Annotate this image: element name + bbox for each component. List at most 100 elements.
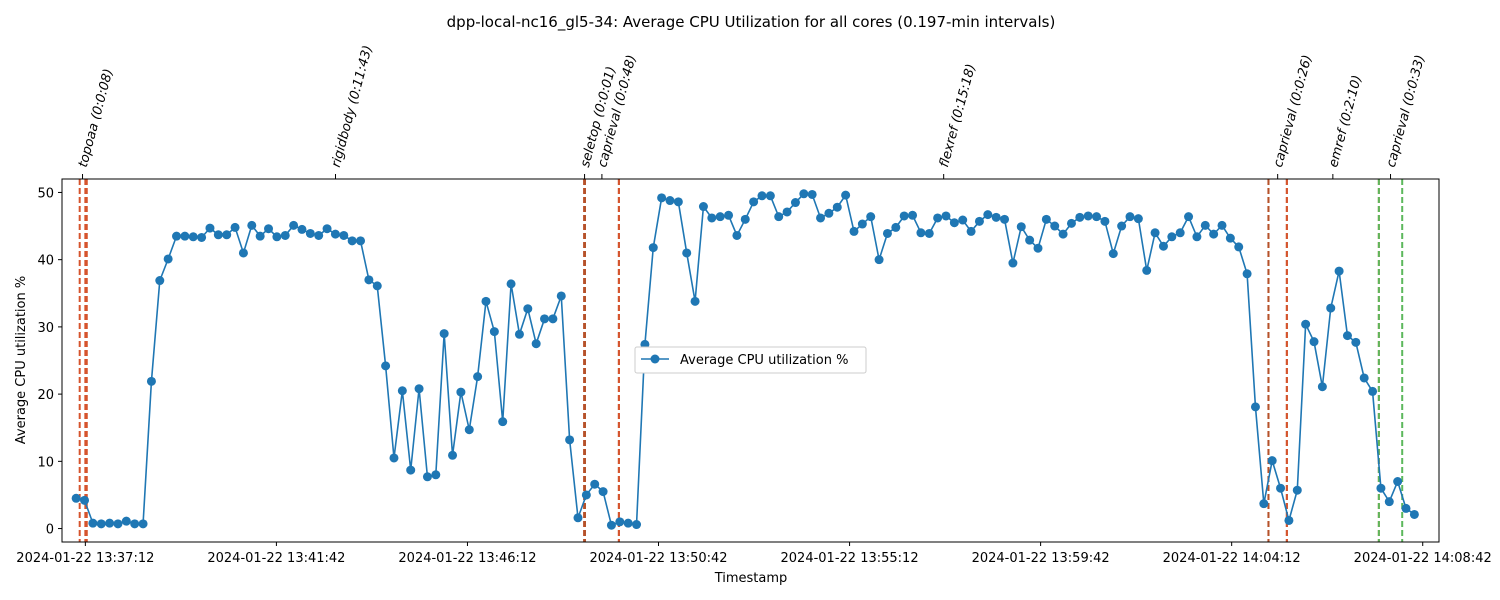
data-point (372, 281, 382, 291)
y-axis-label: Average CPU utilization % (14, 276, 29, 444)
data-point (573, 513, 583, 523)
data-point (1259, 499, 1269, 509)
data-point (305, 228, 315, 238)
data-point (1041, 214, 1051, 224)
data-point (924, 228, 934, 238)
data-point (974, 216, 984, 226)
data-point (1384, 497, 1394, 507)
data-point (832, 202, 842, 212)
data-point (1351, 337, 1361, 347)
task-label: caprieval (0:0:33) (1384, 53, 1428, 169)
data-point (941, 211, 951, 221)
data-point (565, 435, 575, 445)
data-point (1401, 503, 1411, 513)
x-tick-label: 2024-01-22 13:55:12 (781, 551, 919, 566)
y-tick-label: 50 (37, 186, 54, 201)
data-point (1326, 303, 1336, 313)
data-point (966, 226, 976, 236)
data-point (623, 518, 633, 528)
data-point (615, 517, 625, 527)
data-point (280, 230, 290, 240)
data-point (1209, 229, 1219, 239)
x-axis-label: Timestamp (714, 571, 788, 586)
data-point (347, 236, 357, 246)
data-point (1058, 229, 1068, 239)
data-point (1376, 483, 1386, 493)
data-point (715, 212, 725, 222)
data-point (1276, 483, 1286, 493)
data-point (690, 296, 700, 306)
chart-title: dpp-local-nc16_gl5-34: Average CPU Utili… (447, 13, 1056, 32)
data-point (632, 520, 642, 530)
data-point (665, 196, 675, 206)
data-point (1008, 258, 1018, 268)
data-point (213, 230, 223, 240)
data-point (1184, 212, 1194, 222)
data-point (1142, 265, 1152, 275)
data-point (1234, 242, 1244, 252)
data-point (314, 230, 324, 240)
data-point (1284, 515, 1294, 525)
data-point (414, 384, 424, 394)
data-point (155, 276, 165, 286)
data-point (172, 231, 182, 241)
data-point (874, 255, 884, 265)
data-point (857, 219, 867, 229)
data-point (523, 304, 533, 314)
data-point (933, 213, 943, 223)
data-point (916, 228, 926, 238)
data-point (1225, 233, 1235, 243)
data-point (949, 218, 959, 228)
plot-frame (61, 178, 1440, 543)
data-point (816, 213, 826, 223)
data-point (1025, 235, 1035, 245)
data-point (1192, 232, 1202, 242)
data-point (1050, 221, 1060, 231)
data-point (197, 232, 207, 242)
data-point (431, 470, 441, 480)
data-point (958, 215, 968, 225)
data-point (130, 519, 140, 529)
task-boundary-lines (78, 179, 1404, 542)
data-point (782, 207, 792, 217)
y-tick-label: 30 (37, 321, 54, 336)
data-point (146, 376, 156, 386)
data-point (774, 212, 784, 222)
task-label: topoaa (0:0:08) (76, 67, 117, 169)
data-point (1409, 509, 1419, 519)
data-point (180, 231, 190, 241)
data-point (406, 465, 416, 475)
data-point (1092, 212, 1102, 222)
data-point (1016, 222, 1026, 232)
data-point (1292, 485, 1302, 495)
data-point (749, 197, 759, 207)
data-point (289, 220, 299, 230)
data-point (1175, 228, 1185, 238)
data-point (765, 191, 775, 201)
data-point (397, 386, 407, 396)
data-point (1167, 232, 1177, 242)
legend-marker-swatch (650, 354, 660, 364)
data-point (1133, 214, 1143, 224)
data-point (866, 212, 876, 222)
data-point (205, 223, 215, 233)
task-labels: topoaa (0:0:08) rigidbody (0:11:43) seleto… (76, 44, 1428, 179)
data-point (757, 191, 767, 201)
x-tick-label: 2024-01-22 13:50:42 (589, 551, 727, 566)
data-point (464, 425, 474, 435)
data-point (272, 232, 282, 242)
data-point (899, 211, 909, 221)
data-point (1117, 221, 1127, 231)
data-point (606, 520, 616, 530)
data-point (422, 472, 432, 482)
x-tick-label: 2024-01-22 14:04:12 (1163, 551, 1301, 566)
data-point (531, 339, 541, 349)
data-point (682, 248, 692, 258)
data-point (799, 189, 809, 199)
data-point (1108, 249, 1118, 259)
data-point (1150, 228, 1160, 238)
y-tick-label: 20 (37, 388, 54, 403)
data-point (648, 243, 658, 253)
data-point (138, 519, 148, 529)
data-point (247, 220, 257, 230)
